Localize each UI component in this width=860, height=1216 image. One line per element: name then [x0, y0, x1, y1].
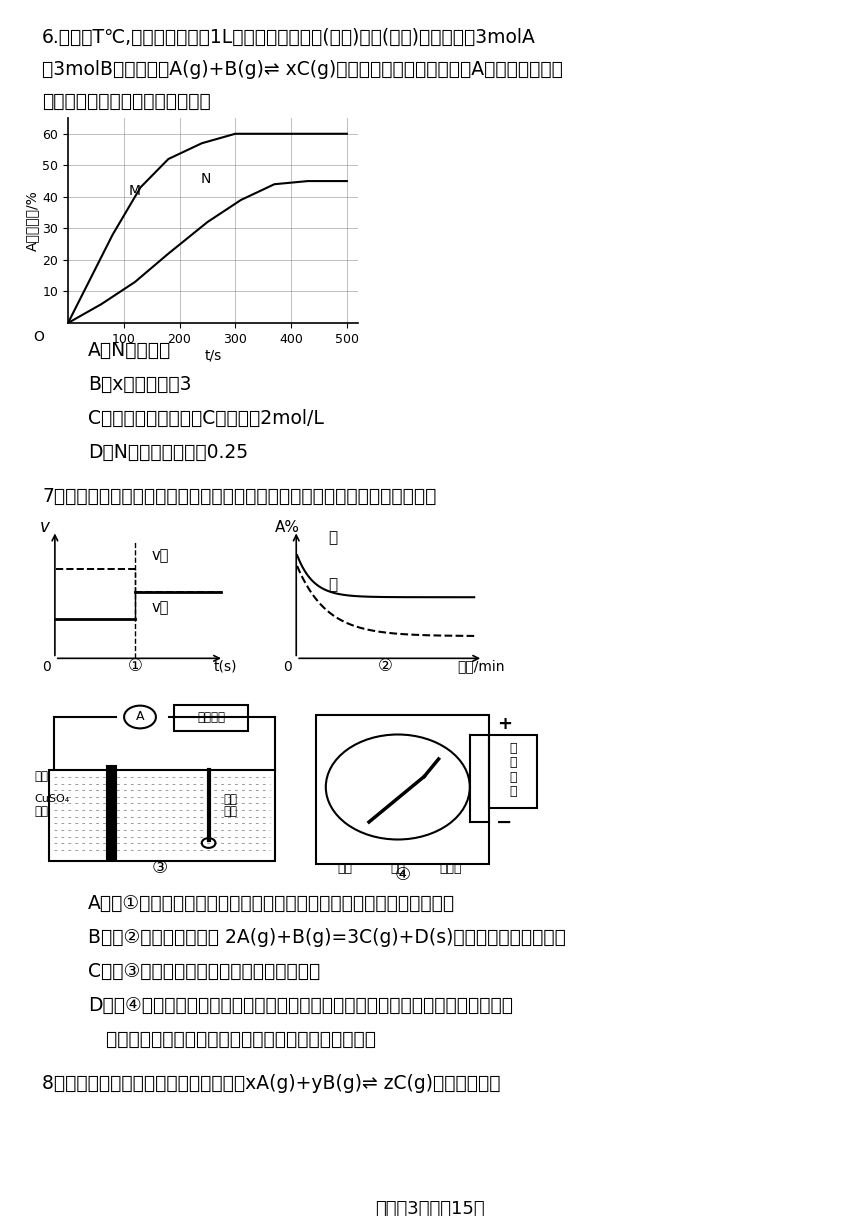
Text: M: M — [128, 185, 140, 198]
Text: A: A — [136, 710, 144, 724]
Text: D．N的平衡常数等于0.25: D．N的平衡常数等于0.25 — [88, 443, 249, 462]
Text: 甲: 甲 — [329, 530, 337, 545]
Text: 时间/min: 时间/min — [458, 659, 505, 674]
Text: C．平衡时，容器乙中C的浓度为2mol/L: C．平衡时，容器乙中C的浓度为2mol/L — [88, 409, 324, 428]
Text: 试卷第3页，共15页: 试卷第3页，共15页 — [375, 1200, 485, 1216]
Text: 直流电源: 直流电源 — [197, 711, 225, 725]
Text: 待镀: 待镀 — [224, 793, 237, 806]
Text: 溶液: 溶液 — [34, 805, 49, 818]
Text: 源: 源 — [509, 786, 517, 798]
Text: 电: 电 — [509, 771, 517, 783]
Text: 铂片: 铂片 — [390, 862, 405, 874]
Text: +: + — [497, 715, 512, 733]
Text: 0: 0 — [42, 660, 52, 674]
Text: 铁件: 铁件 — [224, 805, 237, 818]
Text: A．N为容器乙: A．N为容器乙 — [88, 340, 171, 360]
X-axis label: t/s: t/s — [205, 349, 222, 362]
Text: CuSO₄: CuSO₄ — [34, 794, 70, 804]
Text: 流: 流 — [509, 756, 517, 770]
Text: v逆: v逆 — [151, 548, 169, 563]
Text: 铜片: 铜片 — [34, 770, 49, 783]
Text: 和3molB发生反应：A(g)+B(g)⇌ xC(g)，实验测得甲、乙两容器中A的转化率随时间: 和3molB发生反应：A(g)+B(g)⇌ xC(g)，实验测得甲、乙两容器中A… — [42, 60, 563, 79]
Text: 滤纸: 滤纸 — [337, 862, 353, 874]
Text: t(s): t(s) — [214, 659, 237, 674]
Text: v正: v正 — [151, 599, 169, 614]
Text: A．图①可以表示对某化学平衡体系使用催化剂后反应速率随时间的变化: A．图①可以表示对某化学平衡体系使用催化剂后反应速率随时间的变化 — [88, 894, 455, 913]
Text: v: v — [40, 518, 50, 536]
Text: 7．化学中常用图像直观地描述化学反应的进程或结果，下列图像描述正确的是: 7．化学中常用图像直观地描述化学反应的进程或结果，下列图像描述正确的是 — [42, 486, 436, 506]
Text: 8．一定温度下的密闭容器中发生反应：xA(g)+yB(g)⇌ zC(g)，平衡时测得: 8．一定温度下的密闭容器中发生反应：xA(g)+yB(g)⇌ zC(g)，平衡时… — [42, 1074, 501, 1093]
Text: 细铁棒: 细铁棒 — [439, 862, 462, 874]
Text: −: − — [496, 812, 513, 832]
Text: B．图②表示压强对反应 2A(g)+B(g)=3C(g)+D(s)的影响，且甲的压强大: B．图②表示压强对反应 2A(g)+B(g)=3C(g)+D(s)的影响，且甲的… — [88, 928, 566, 947]
Text: 变化如图所示。下列说法正确的是: 变化如图所示。下列说法正确的是 — [42, 92, 211, 111]
Text: ①: ① — [128, 657, 143, 675]
Text: A%: A% — [275, 519, 300, 535]
Text: 6.温度为T℃,向初始体积均为1L的两个密闭容器甲(恒容)、乙(恒压)中分别加入3molA: 6.温度为T℃,向初始体积均为1L的两个密闭容器甲(恒容)、乙(恒压)中分别加入… — [42, 28, 536, 47]
Text: C．图③电镀时，铜片与直流电源的负极相连: C．图③电镀时，铜片与直流电源的负极相连 — [88, 962, 320, 981]
Text: 乙: 乙 — [329, 578, 337, 592]
Text: ③: ③ — [151, 858, 168, 877]
Text: ④: ④ — [395, 866, 411, 884]
Text: 0: 0 — [283, 660, 292, 674]
Text: N: N — [200, 171, 211, 186]
Y-axis label: A的转化率/%: A的转化率/% — [26, 190, 40, 250]
Text: 源后，用外加保护膜的细铁棒做笔在滤纸上写字显红色: 源后，用外加保护膜的细铁棒做笔在滤纸上写字显红色 — [88, 1030, 376, 1049]
Text: B．x等于或大于3: B．x等于或大于3 — [88, 375, 192, 394]
Text: 直: 直 — [509, 742, 517, 755]
Text: D．图④滤纸先用氯化钠、无色酚酞的混合液浸湿，然后平铺在一块铂片上，接通电: D．图④滤纸先用氯化钠、无色酚酞的混合液浸湿，然后平铺在一块铂片上，接通电 — [88, 996, 513, 1015]
Text: ②: ② — [378, 657, 393, 675]
Text: O: O — [34, 331, 45, 344]
